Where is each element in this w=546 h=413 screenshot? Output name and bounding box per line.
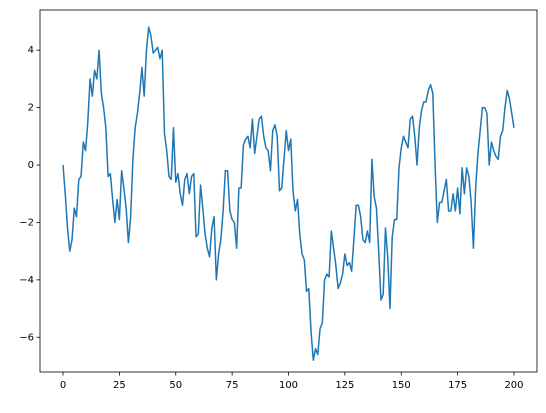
y-tick-label: −6 (19, 332, 34, 343)
y-tick-label: 2 (28, 103, 34, 114)
y-tick-label: 0 (28, 160, 34, 171)
x-tick-label: 150 (392, 380, 411, 391)
x-tick-label: 175 (448, 380, 467, 391)
axes-frame (39, 9, 538, 373)
data-line (62, 26, 515, 361)
y-tick-label: 4 (28, 45, 34, 56)
x-tick-label: 200 (504, 380, 523, 391)
x-tick-label: 100 (279, 380, 298, 391)
y-tick-label: −4 (19, 275, 34, 286)
y-tick-label: −2 (19, 217, 34, 228)
x-tick-label: 50 (169, 380, 182, 391)
x-tick-label: 25 (113, 380, 126, 391)
x-tick-label: 125 (335, 380, 354, 391)
x-tick-label: 0 (60, 380, 66, 391)
x-tick-label: 75 (226, 380, 239, 391)
